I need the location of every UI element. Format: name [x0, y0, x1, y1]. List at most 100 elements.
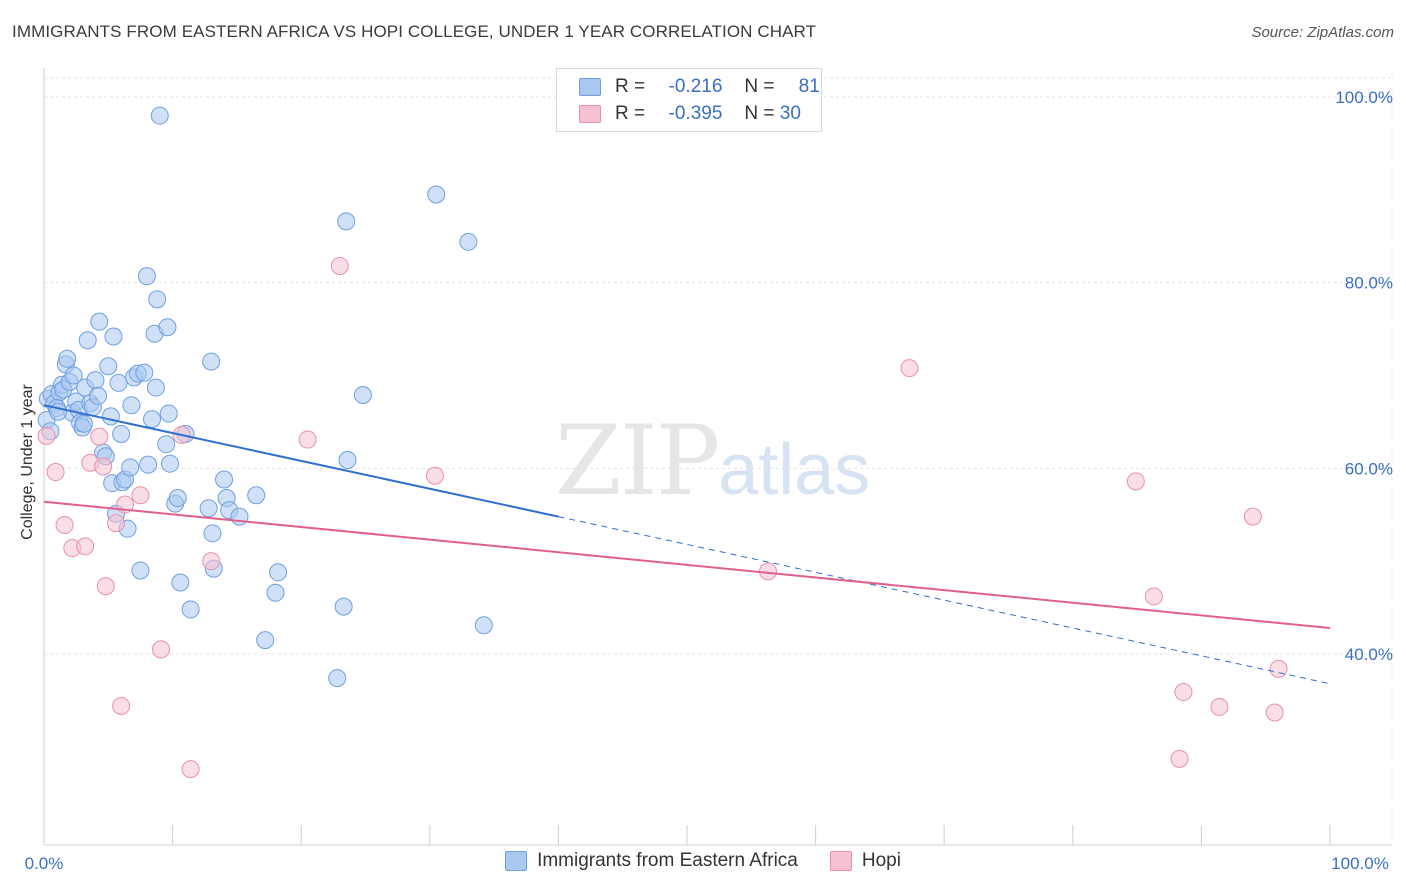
watermark-atlas: atlas: [718, 430, 871, 510]
data-point-eastern-africa: [143, 410, 162, 429]
data-point-hopi: [131, 486, 150, 505]
data-point-eastern-africa: [131, 561, 150, 580]
legend-swatch-eastern-africa: [505, 851, 528, 871]
data-point-eastern-africa: [168, 489, 187, 508]
data-point-eastern-africa: [158, 318, 177, 337]
data-point-eastern-africa: [338, 450, 357, 469]
data-point-hopi: [1243, 507, 1262, 526]
trend-line-eastern-africa-extrapolated: [558, 516, 1331, 685]
y-tick-label: 80.0%: [1345, 274, 1393, 293]
data-point-eastern-africa: [215, 470, 234, 489]
data-point-hopi: [76, 537, 95, 556]
data-point-eastern-africa: [112, 424, 131, 443]
data-point-eastern-africa: [74, 414, 93, 433]
legend-label-hopi: Hopi: [861, 850, 901, 871]
data-point-eastern-africa: [99, 357, 118, 376]
data-point-eastern-africa: [337, 212, 356, 231]
stats-legend: R = -0.216 N = 81 R = -0.395 N = 30: [556, 68, 822, 132]
data-point-hopi: [1265, 703, 1284, 722]
trend-line-eastern-africa: [43, 404, 559, 518]
data-point-eastern-africa: [49, 402, 68, 421]
data-point-hopi: [90, 427, 109, 446]
data-point-eastern-africa: [161, 454, 180, 473]
data-point-eastern-africa: [104, 327, 123, 346]
data-point-hopi: [152, 640, 171, 659]
data-point-eastern-africa: [427, 185, 446, 204]
data-point-eastern-africa: [146, 378, 165, 397]
data-point-eastern-africa: [230, 507, 249, 526]
r-value-hopi: -0.395: [668, 103, 723, 124]
data-point-eastern-africa: [474, 616, 493, 635]
data-point-eastern-africa: [353, 385, 372, 404]
n-label: N =: [744, 103, 775, 124]
trend-line-hopi: [43, 500, 1331, 630]
data-point-hopi: [55, 515, 74, 534]
data-point-eastern-africa: [171, 573, 190, 592]
x-tick-label-min: 0.0%: [25, 854, 64, 873]
data-point-eastern-africa: [203, 524, 222, 543]
data-point-hopi: [46, 463, 65, 482]
data-point-hopi: [1210, 697, 1229, 716]
y-tick-label: 60.0%: [1345, 459, 1393, 478]
data-point-eastern-africa: [256, 631, 275, 650]
r-label: R =: [615, 76, 646, 97]
data-point-eastern-africa: [159, 404, 178, 423]
source-credit: Source: ZipAtlas.com: [1251, 24, 1394, 41]
n-value-eastern-africa: 81: [798, 76, 820, 97]
data-point-hopi: [1170, 749, 1189, 768]
data-point-eastern-africa: [109, 373, 128, 392]
r-label: R =: [615, 103, 646, 124]
data-point-eastern-africa: [247, 486, 266, 505]
data-point-eastern-africa: [139, 455, 158, 474]
data-point-eastern-africa: [148, 290, 167, 309]
data-point-hopi: [330, 256, 349, 275]
data-point-eastern-africa: [199, 499, 218, 518]
y-tick-label: 100.0%: [1335, 88, 1393, 107]
legend-label-eastern-africa: Immigrants from Eastern Africa: [537, 850, 798, 871]
data-point-eastern-africa: [181, 600, 200, 619]
data-point-eastern-africa: [101, 407, 120, 426]
data-point-eastern-africa: [135, 363, 154, 382]
data-point-hopi: [1126, 472, 1145, 491]
x-tick-label-max: 100.0%: [1331, 854, 1389, 873]
data-point-eastern-africa: [459, 232, 478, 251]
data-point-hopi: [181, 760, 200, 779]
data-point-hopi: [107, 514, 126, 533]
r-value-eastern-africa: -0.216: [668, 76, 723, 97]
data-point-hopi: [37, 426, 56, 445]
legend-item-hopi[interactable]: Hopi: [829, 850, 901, 872]
data-point-eastern-africa: [121, 458, 140, 477]
legend-item-eastern-africa[interactable]: Immigrants from Eastern Africa: [505, 850, 798, 872]
data-point-hopi: [900, 359, 919, 378]
data-point-eastern-africa: [86, 371, 105, 390]
data-point-hopi: [94, 457, 113, 476]
data-point-eastern-africa: [328, 669, 347, 688]
data-point-eastern-africa: [202, 352, 221, 371]
data-point-hopi: [1269, 659, 1288, 678]
stats-legend-row-hopi: R = -0.395 N = 30: [579, 102, 810, 126]
data-point-eastern-africa: [64, 366, 83, 385]
data-point-hopi: [425, 466, 444, 485]
data-point-eastern-africa: [266, 583, 285, 602]
legend-swatch-hopi: [579, 105, 601, 123]
watermark: ZIPatlas: [555, 405, 870, 517]
data-point-eastern-africa: [122, 396, 141, 415]
legend-swatch-eastern-africa: [579, 78, 601, 96]
watermark-zip: ZIP: [555, 405, 720, 517]
series-legend: Immigrants from Eastern Africa Hopi: [0, 850, 1406, 872]
data-point-eastern-africa: [150, 106, 169, 125]
data-point-eastern-africa: [137, 267, 156, 286]
data-point-eastern-africa: [157, 435, 176, 454]
data-point-eastern-africa: [334, 597, 353, 616]
data-point-hopi: [96, 577, 115, 596]
data-point-hopi: [1174, 683, 1193, 702]
n-value-hopi: 30: [779, 103, 801, 124]
y-tick-label: 40.0%: [1345, 645, 1393, 664]
data-point-eastern-africa: [89, 386, 108, 405]
data-point-eastern-africa: [90, 312, 109, 331]
stats-legend-row-eastern-africa: R = -0.216 N = 81: [579, 75, 820, 99]
data-point-hopi: [298, 430, 317, 449]
data-point-eastern-africa: [58, 349, 77, 368]
data-point-eastern-africa: [78, 331, 97, 350]
